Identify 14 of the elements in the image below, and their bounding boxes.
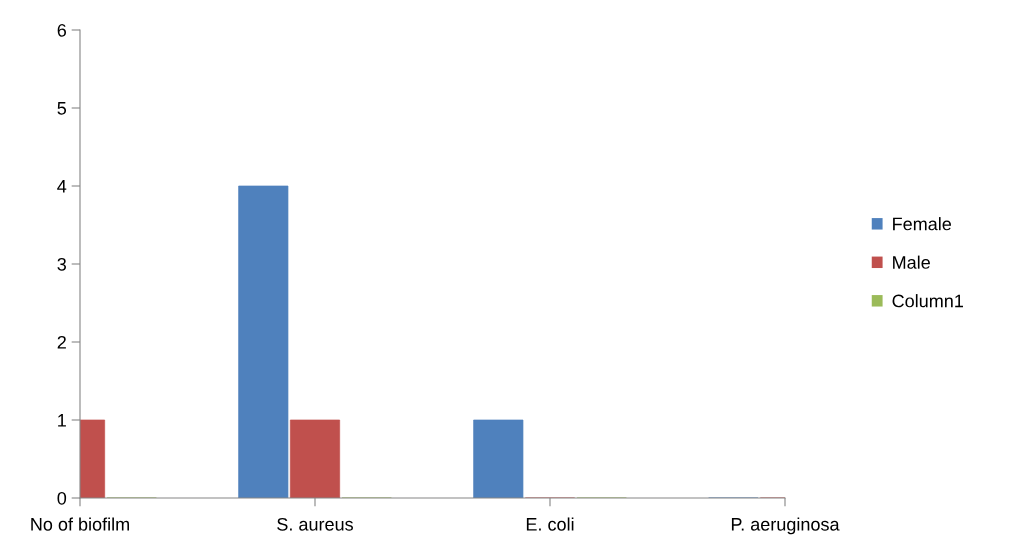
- legend-label: Female: [893, 217, 952, 231]
- legend-label: Column1: [892, 294, 963, 308]
- y-tick-label: 3: [57, 257, 67, 271]
- x-tick-label: No of biofilm: [31, 517, 129, 531]
- legend-label: Male: [893, 255, 930, 269]
- x-tick-label: P. aeruginosa: [731, 517, 840, 535]
- y-tick-label: 6: [57, 23, 67, 37]
- y-tick-label: 5: [57, 102, 67, 115]
- y-tick-label: 2: [57, 335, 66, 349]
- x-tick-label: E. coli: [526, 517, 574, 531]
- x-tick-label: S. aureus: [277, 517, 353, 531]
- y-tick-label: 4: [57, 180, 67, 193]
- y-tick-label: 1: [58, 414, 66, 427]
- y-tick-label: 0: [57, 491, 67, 505]
